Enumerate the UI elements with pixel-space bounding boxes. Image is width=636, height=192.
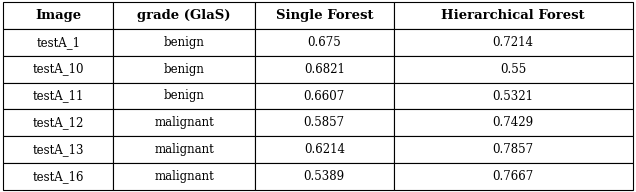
Bar	[113, 56, 255, 83]
Text: malignant: malignant	[155, 143, 214, 156]
Text: benign: benign	[163, 36, 205, 49]
Text: testA_16: testA_16	[32, 170, 84, 183]
Bar	[394, 2, 633, 29]
Bar	[255, 2, 394, 29]
Text: testA_12: testA_12	[32, 116, 84, 129]
Bar	[113, 136, 255, 163]
Bar	[255, 109, 394, 136]
Bar	[394, 29, 633, 56]
Bar	[255, 136, 394, 163]
Bar	[113, 29, 255, 56]
Bar	[3, 29, 113, 56]
Bar	[3, 109, 113, 136]
Text: testA_10: testA_10	[32, 63, 84, 76]
Bar	[3, 56, 113, 83]
Text: 0.5321: 0.5321	[493, 89, 534, 103]
Bar	[3, 83, 113, 109]
Bar	[255, 56, 394, 83]
Text: 0.7429: 0.7429	[493, 116, 534, 129]
Bar	[394, 83, 633, 109]
Text: 0.6607: 0.6607	[303, 89, 345, 103]
Bar	[113, 83, 255, 109]
Text: Image: Image	[35, 9, 81, 22]
Text: benign: benign	[163, 63, 205, 76]
Text: grade (GlaS): grade (GlaS)	[137, 9, 231, 22]
Text: 0.55: 0.55	[500, 63, 527, 76]
Bar	[255, 29, 394, 56]
Bar	[113, 163, 255, 190]
Bar	[3, 2, 113, 29]
Text: 0.6214: 0.6214	[304, 143, 345, 156]
Text: 0.6821: 0.6821	[304, 63, 345, 76]
Text: testA_13: testA_13	[32, 143, 84, 156]
Text: malignant: malignant	[155, 170, 214, 183]
Text: 0.7214: 0.7214	[493, 36, 534, 49]
Bar	[3, 136, 113, 163]
Text: benign: benign	[163, 89, 205, 103]
Bar	[394, 56, 633, 83]
Bar	[113, 2, 255, 29]
Text: 0.5389: 0.5389	[304, 170, 345, 183]
Bar	[394, 109, 633, 136]
Bar	[255, 83, 394, 109]
Text: 0.7667: 0.7667	[492, 170, 534, 183]
Text: testA_1: testA_1	[36, 36, 80, 49]
Text: 0.675: 0.675	[307, 36, 341, 49]
Text: malignant: malignant	[155, 116, 214, 129]
Bar	[255, 163, 394, 190]
Bar	[113, 109, 255, 136]
Text: testA_11: testA_11	[32, 89, 84, 103]
Text: 0.7857: 0.7857	[493, 143, 534, 156]
Bar	[394, 136, 633, 163]
Text: 0.5857: 0.5857	[304, 116, 345, 129]
Bar	[3, 163, 113, 190]
Text: Single Forest: Single Forest	[275, 9, 373, 22]
Bar	[394, 163, 633, 190]
Text: Hierarchical Forest: Hierarchical Forest	[441, 9, 585, 22]
